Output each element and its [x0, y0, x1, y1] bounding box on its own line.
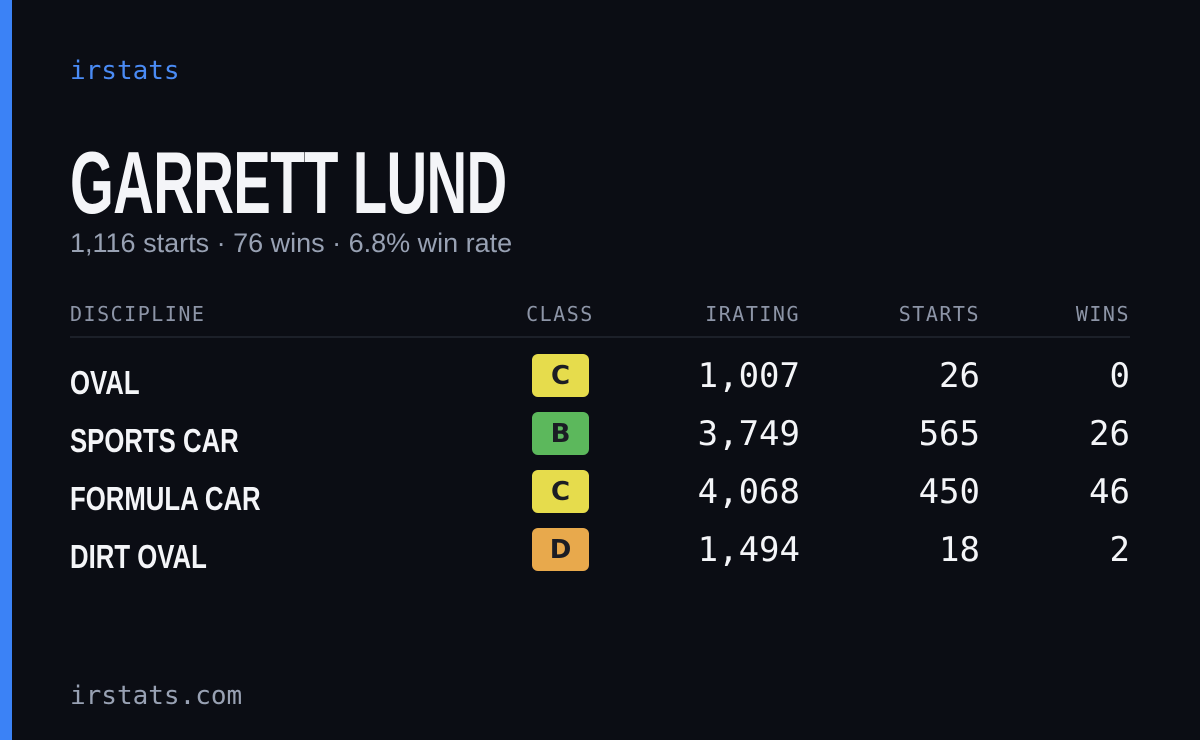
wins-value: 2 [1109, 530, 1130, 570]
discipline-name: SPORTS CAR [70, 422, 239, 459]
column-header: WINS [1075, 302, 1130, 326]
discipline-name: FORMULA CAR [70, 480, 261, 517]
driver-name: GARRETT LUND [70, 133, 507, 232]
wins-value: 26 [1089, 414, 1130, 454]
brand: irstats [70, 56, 180, 86]
starts-value: 18 [939, 530, 980, 570]
driver-summary: 1,116 starts · 76 wins · 6.8% win rate [70, 228, 513, 258]
class-badge: C [532, 470, 589, 513]
column-header: IRATING [705, 302, 800, 326]
wins-value: 46 [1089, 472, 1130, 512]
class-badge: D [532, 528, 589, 571]
irating-value: 3,749 [697, 414, 800, 454]
irating-value: 4,068 [697, 472, 800, 512]
column-header: STARTS [898, 302, 980, 326]
class-badge: C [532, 354, 589, 397]
accent-bar [0, 0, 12, 740]
class-badge: B [532, 412, 589, 455]
irating-value: 1,007 [697, 356, 800, 396]
irating-value: 1,494 [697, 530, 800, 570]
starts-value: 26 [939, 356, 980, 396]
discipline-name: DIRT OVAL [70, 538, 207, 575]
discipline-name: OVAL [70, 364, 140, 401]
footer: irstats.com [70, 681, 243, 711]
wins-value: 0 [1109, 356, 1130, 396]
starts-value: 565 [918, 414, 980, 454]
starts-value: 450 [918, 472, 980, 512]
header-divider [70, 336, 1130, 338]
column-header: CLASS [526, 302, 594, 326]
column-header: DISCIPLINE [70, 302, 206, 326]
